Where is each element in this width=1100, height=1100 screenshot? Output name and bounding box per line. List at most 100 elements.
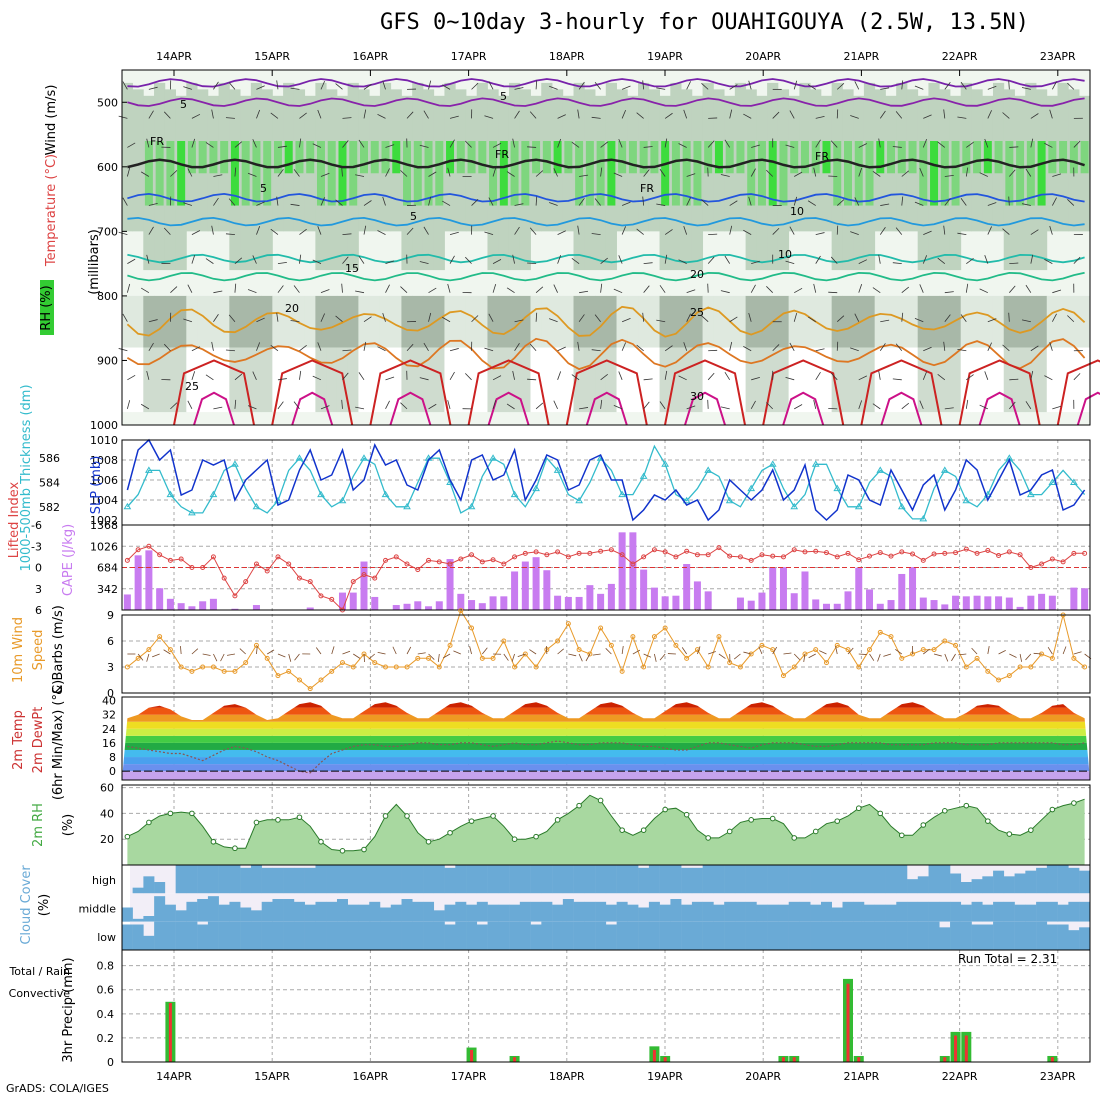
surface-wind-barb [437, 653, 440, 662]
rh-marker [253, 819, 260, 826]
top-date-label: 21APR [843, 50, 879, 63]
temperature-contour [127, 158, 1085, 169]
rh-dry [896, 347, 908, 413]
wind-barb [850, 115, 859, 119]
wind-barb [656, 319, 666, 323]
cloud-low-cell [756, 921, 768, 950]
lifted-tick: 6 [35, 604, 42, 617]
rh-shade-low [240, 295, 252, 348]
cloud-high-cell [960, 882, 972, 894]
wind-barb [621, 317, 631, 323]
wind-barb [1052, 289, 1062, 294]
wind-barb [428, 196, 432, 206]
wind-barb [577, 225, 580, 235]
wind-barb [686, 405, 696, 410]
slp-tick: 1002 [90, 514, 118, 527]
wind-barb [944, 407, 954, 410]
upper-ylabel-rh: RH (%) [39, 285, 54, 330]
wind-barb [678, 259, 687, 264]
cloud-middle-cell [584, 901, 596, 922]
rh-dry [874, 347, 886, 413]
cloud-low-cell [670, 921, 682, 950]
rh-green [349, 141, 358, 206]
slp-tick: 1004 [90, 494, 118, 507]
surface-wind-barb [895, 648, 903, 655]
rh-green [327, 141, 336, 206]
wind-barb [743, 229, 752, 235]
cape-bar [521, 561, 529, 610]
rh-shade-low [648, 295, 660, 348]
wind-barb [442, 200, 451, 206]
surface-wind-barb [568, 653, 577, 657]
wind-speed-marker [662, 625, 668, 631]
cloud-high-cell [132, 887, 144, 894]
cloud-low-cell [530, 924, 542, 950]
rh-green [489, 141, 498, 206]
wind-barb [879, 110, 886, 119]
surface-wind-barb [858, 653, 867, 655]
rh-marker [1049, 806, 1056, 813]
wind-barb [187, 284, 193, 293]
contour-label: 10 [778, 248, 792, 261]
contour-label: FR [640, 182, 654, 195]
wind-barb [385, 168, 390, 177]
cloud-middle-cell [939, 901, 951, 922]
rh-dry [885, 347, 897, 413]
rh-green [446, 141, 455, 174]
wind-barb [830, 372, 838, 381]
cloud-middle-cell [627, 904, 639, 922]
surface-wind-barb [1009, 653, 1017, 658]
rh-dry [347, 347, 359, 413]
lifted-index-marker [802, 549, 808, 555]
wind-speed-marker [565, 621, 571, 627]
wind-barb [447, 167, 451, 177]
thickness-marker [1026, 490, 1035, 498]
rh-shade-low [1014, 295, 1026, 348]
temperature-contour-30 [369, 359, 452, 426]
cloud-middle-cell [691, 901, 703, 922]
wind-barb [342, 349, 352, 352]
surface-wind-barb [951, 653, 956, 662]
wind-barb [492, 283, 497, 293]
cloud-middle-cell [283, 899, 295, 922]
wind-barb [621, 201, 631, 206]
wind-barb [234, 373, 243, 381]
cloud-low-cell [541, 921, 553, 950]
wind-speed-marker [684, 655, 690, 661]
temp-bands [122, 702, 1090, 780]
cape-tick: 1368 [90, 519, 118, 532]
wind-barb [789, 226, 795, 235]
wind-speed-marker [834, 642, 840, 648]
wind-speed-marker [555, 638, 561, 644]
wind-barb [1073, 140, 1081, 148]
wind-barb [514, 203, 524, 206]
wind-barb [750, 168, 756, 177]
wind-barb [750, 400, 756, 410]
rh-green [1016, 141, 1025, 206]
wind-barb [514, 319, 524, 323]
temp-band [122, 721, 1090, 729]
wind-barb [901, 312, 904, 322]
cape-bar [156, 588, 164, 610]
surface-wind-barb [585, 653, 591, 662]
rh-shade-low [197, 295, 209, 348]
cloud-middle-cell [380, 907, 392, 922]
wind-barb [836, 199, 845, 206]
wind-barb [815, 255, 821, 264]
wind-barb [484, 231, 494, 235]
lifted-index-marker [479, 559, 485, 565]
temperature-contour-30 [664, 359, 746, 426]
wind-barb [686, 289, 696, 294]
wind-barb [1021, 87, 1031, 90]
cloud-low-cell [724, 921, 736, 950]
contour-label: 5 [260, 182, 267, 195]
wind-barb [872, 171, 881, 177]
surface-wind-barb [643, 653, 652, 658]
lifted-index-marker [823, 550, 829, 556]
wind-barb [664, 138, 668, 148]
wind-barb [872, 287, 881, 294]
rh-green [403, 141, 412, 206]
contour-label: 20 [285, 302, 299, 315]
rh-green [887, 141, 896, 174]
